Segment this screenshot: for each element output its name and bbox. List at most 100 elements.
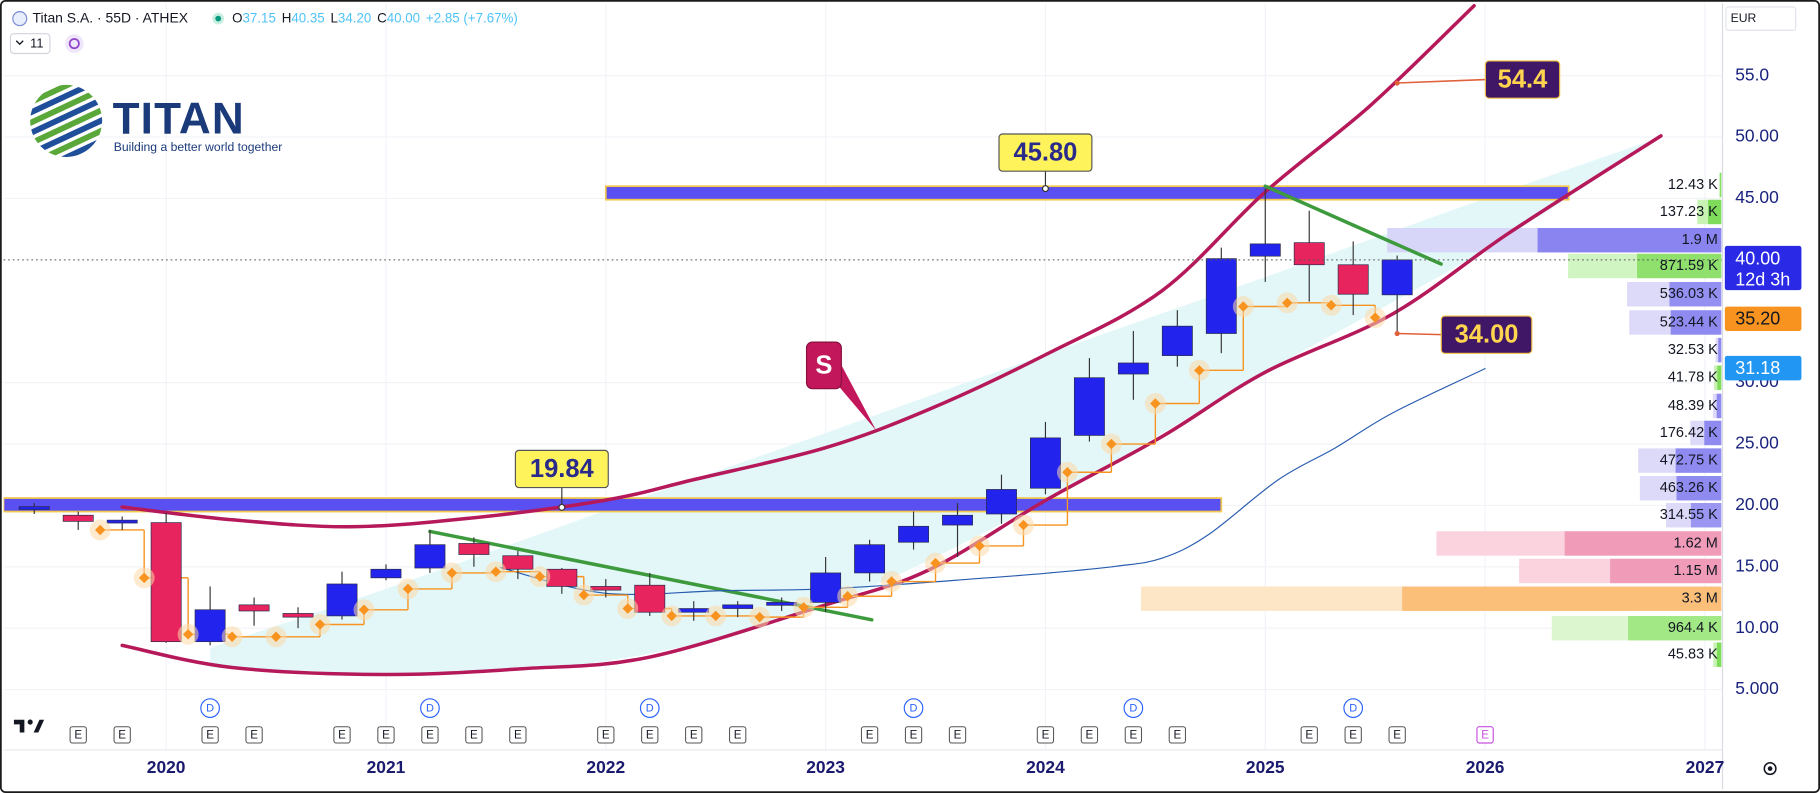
step-diamond	[578, 589, 590, 601]
target-box	[1484, 60, 1561, 99]
earnings-marker[interactable]	[948, 726, 967, 744]
candle-body	[1293, 242, 1325, 266]
volume-label: 964.4 K	[1668, 620, 1718, 636]
x-tick-label: 2020	[147, 757, 186, 777]
step-diamond	[842, 591, 853, 602]
candle-body	[502, 555, 534, 570]
earnings-marker[interactable]	[1124, 726, 1143, 744]
dividend-marker[interactable]	[200, 698, 220, 719]
step-diamond	[226, 631, 238, 643]
earnings-marker[interactable]	[245, 726, 263, 744]
indicators-toggle[interactable]	[9, 33, 51, 55]
earnings-marker[interactable]	[1476, 726, 1494, 744]
volume-bar-part	[1564, 531, 1722, 556]
x-tick-label: 2027	[1686, 757, 1725, 777]
sync-icon[interactable]	[65, 34, 84, 53]
earnings-marker[interactable]	[1168, 726, 1186, 744]
earnings-marker[interactable]	[685, 726, 703, 744]
target-point	[1394, 80, 1400, 86]
step-diamond	[1325, 300, 1337, 311]
volume-label: 45.83 K	[1668, 647, 1718, 663]
earnings-label: E	[910, 728, 918, 741]
earnings-marker[interactable]	[860, 726, 879, 744]
earnings-marker[interactable]	[597, 726, 615, 744]
volume-label: 41.78 K	[1668, 370, 1718, 386]
dividend-marker[interactable]	[1123, 698, 1144, 719]
earnings-marker[interactable]	[1080, 726, 1099, 744]
earnings-marker[interactable]	[641, 726, 659, 744]
price-badge-sub: 12d 3h	[1735, 270, 1790, 290]
dividend-marker[interactable]	[903, 698, 924, 719]
earnings-marker[interactable]	[1388, 726, 1406, 744]
price-badge	[1724, 355, 1802, 381]
earnings-marker[interactable]	[69, 726, 87, 744]
dividend-marker[interactable]	[639, 698, 660, 719]
dividend-marker[interactable]	[1343, 698, 1364, 719]
earnings-marker[interactable]	[201, 726, 219, 744]
settings-icon[interactable]	[1763, 762, 1777, 776]
candle-body	[546, 568, 578, 587]
x-tick-label: 2021	[367, 757, 406, 777]
dividend-label: D	[646, 703, 654, 715]
candle-body	[1337, 264, 1369, 295]
volume-bar-part	[1716, 393, 1722, 419]
earnings-marker[interactable]	[729, 726, 747, 744]
x-tick-label: 2022	[586, 757, 625, 777]
volume-label: 1.9 M	[1682, 232, 1718, 248]
price-badge-label: 40.00	[1735, 249, 1780, 269]
earnings-marker[interactable]	[377, 726, 395, 744]
earnings-label: E	[426, 728, 434, 741]
earnings-label: E	[646, 728, 654, 741]
volume-label: 1.62 M	[1674, 535, 1718, 551]
signal-text: S	[815, 351, 832, 379]
dividend-marker[interactable]	[420, 698, 440, 719]
earnings-marker[interactable]	[1036, 726, 1055, 744]
earnings-label: E	[74, 728, 82, 741]
step-diamond	[94, 524, 106, 536]
price-label-text: 19.84	[530, 455, 595, 483]
candle-body	[62, 514, 94, 522]
earnings-label: E	[866, 728, 874, 741]
y-tick-label: 55.0	[1735, 64, 1769, 84]
earnings-marker[interactable]	[509, 726, 527, 744]
logo-tagline: Building a better world together	[114, 140, 283, 154]
candle-body	[1117, 362, 1149, 375]
step-diamond	[1369, 312, 1381, 323]
candle-body	[766, 602, 798, 606]
candle-body	[898, 525, 929, 543]
change-value: +2.85 (+7.67%)	[426, 10, 518, 25]
candle-body	[106, 519, 138, 524]
earnings-marker[interactable]	[333, 726, 351, 744]
candle-body	[986, 489, 1017, 515]
currency-box[interactable]	[1725, 6, 1797, 31]
candle-body	[150, 522, 182, 643]
ohlc-label: O	[232, 10, 242, 25]
earnings-label: E	[602, 728, 610, 741]
x-tick-label: 2026	[1466, 757, 1505, 777]
candle-body	[326, 583, 358, 617]
dividend-label: D	[1129, 703, 1137, 715]
y-tick-label: 45.00	[1735, 187, 1779, 207]
earnings-marker[interactable]	[421, 726, 439, 744]
candle-body	[1205, 258, 1237, 334]
volume-bar-part	[1670, 310, 1722, 335]
candle-body	[370, 568, 402, 579]
candle-body	[458, 543, 490, 555]
x-tick-label: 2025	[1246, 757, 1285, 777]
dividend-label: D	[206, 703, 214, 715]
candle-body	[282, 613, 314, 618]
earnings-marker[interactable]	[904, 726, 923, 744]
earnings-marker[interactable]	[465, 726, 483, 744]
price-label-box	[514, 449, 609, 489]
earnings-marker[interactable]	[113, 726, 131, 744]
candle-body	[238, 604, 270, 612]
price-label-box	[998, 133, 1093, 172]
earnings-marker[interactable]	[1300, 726, 1318, 744]
y-tick-label: 10.00	[1735, 617, 1779, 637]
earnings-marker[interactable]	[1344, 726, 1362, 744]
earnings-label: E	[1042, 728, 1050, 741]
volume-bar-part	[1717, 365, 1722, 390]
dividend-label: D	[426, 703, 434, 715]
volume-label: 48.39 K	[1668, 398, 1718, 414]
volume-label: 1.15 M	[1674, 563, 1718, 579]
